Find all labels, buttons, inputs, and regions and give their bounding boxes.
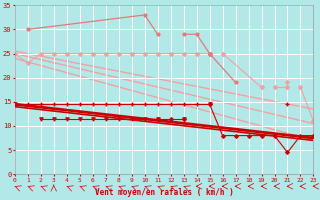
X-axis label: Vent moyen/en rafales ( km/h ): Vent moyen/en rafales ( km/h )	[95, 188, 234, 197]
